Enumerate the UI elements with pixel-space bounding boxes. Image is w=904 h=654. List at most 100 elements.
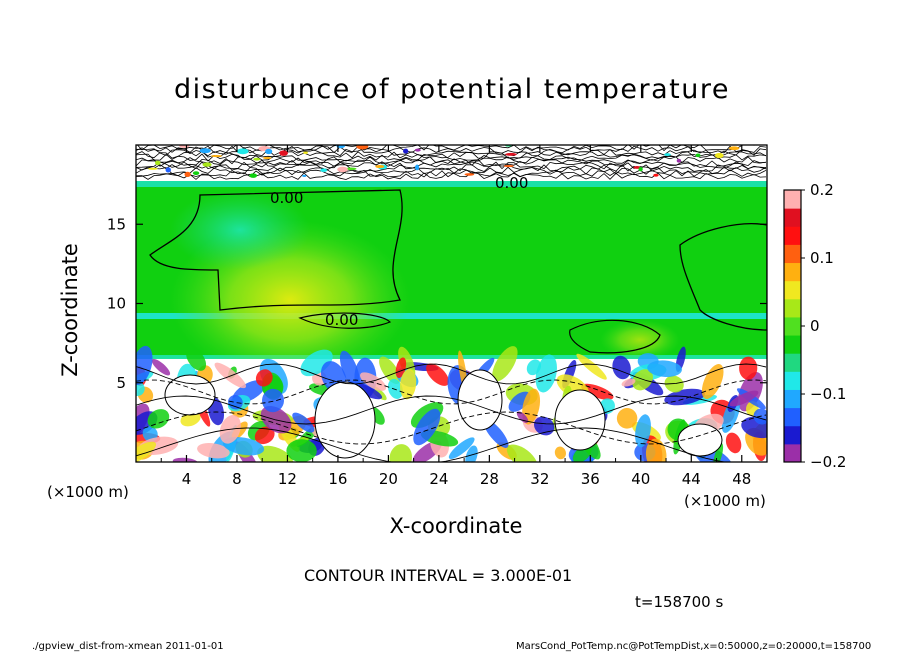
turbulent-cell	[136, 381, 145, 397]
x-tick-label: 28	[480, 470, 499, 488]
colorbar-swatch	[784, 335, 801, 354]
x-tick-label: 24	[429, 470, 448, 488]
turbulent-cell	[286, 439, 317, 462]
x-unit-right: (×1000 m)	[684, 492, 766, 510]
noise-contour	[136, 145, 758, 152]
noise-blob	[714, 152, 724, 159]
turbulent-pocket	[677, 423, 723, 457]
turbulent-cell	[254, 426, 275, 445]
noise-blob	[664, 153, 671, 156]
contour-mid-right	[569, 319, 661, 354]
footer-right: MarsCond_PotTemp.nc@PotTempDist,x=0:5000…	[516, 641, 872, 652]
x-tick-label: 20	[379, 470, 398, 488]
turbulent-pocket	[314, 381, 376, 459]
turbulent-contour	[136, 363, 767, 385]
noise-blob	[320, 168, 328, 173]
mid-cyan-strip	[136, 313, 767, 319]
y-axis: 5 10 15	[107, 215, 767, 392]
x-tick-label: 48	[732, 470, 751, 488]
turbulent-cell	[197, 443, 230, 459]
turbulent-cell	[255, 369, 273, 387]
noise-blob	[414, 148, 421, 152]
turbulent-cell	[621, 378, 636, 387]
noise-blob	[210, 154, 223, 158]
noise-contour	[136, 156, 767, 165]
turbulent-cell	[576, 353, 607, 380]
noise-contour	[136, 172, 767, 180]
turbulent-pocket	[164, 374, 216, 416]
x-tick-label: 8	[232, 470, 242, 488]
colorbar-tick-label: −0.1	[810, 385, 846, 403]
turbulent-cell	[533, 416, 555, 436]
colorbar-swatch	[784, 190, 801, 209]
turbulent-cell	[399, 369, 417, 400]
noise-blob	[147, 167, 158, 170]
x-axis-label: X-coordinate	[389, 514, 523, 538]
turbulent-cell	[261, 388, 285, 413]
turbulent-cell	[339, 350, 360, 388]
turbulent-cell	[508, 391, 531, 412]
noise-blob	[155, 160, 161, 166]
turbulent-contour	[136, 395, 767, 425]
turbulent-contour	[136, 427, 728, 462]
turbulent-cell	[516, 411, 529, 424]
noise-contour	[136, 169, 767, 178]
turbulent-cell	[616, 408, 638, 429]
x-tick-label: 32	[530, 470, 549, 488]
turbulent-cell	[214, 362, 247, 389]
turbulent-cell	[395, 357, 407, 378]
noise-contour	[136, 161, 767, 170]
colorbar-tick-label: −0.2	[810, 453, 846, 471]
noise-blob	[253, 157, 261, 161]
noise-blob	[503, 164, 514, 168]
x-axis: 4 8 12 16 20 24 28 32 36 40 44 48	[160, 145, 751, 488]
contour-interval-note: CONTOUR INTERVAL = 3.000E-01	[304, 566, 573, 585]
turbulent-cell	[379, 356, 401, 385]
turbulent-cell	[448, 437, 475, 459]
colorbar-swatch	[784, 280, 801, 300]
noise-blob	[337, 166, 348, 173]
colorbar-swatch	[784, 371, 801, 390]
turbulent-cell	[413, 408, 441, 446]
x-tick-label: 16	[328, 470, 347, 488]
noise-blob	[728, 146, 740, 151]
x-tick-label: 12	[278, 470, 297, 488]
noise-blob	[165, 167, 171, 173]
turbulent-cell	[739, 356, 758, 380]
turbulent-cell	[664, 375, 684, 393]
contour-label: 0.00	[270, 189, 303, 207]
noise-blob	[695, 153, 701, 158]
turbulent-cell	[257, 445, 294, 462]
noise-blob	[236, 148, 249, 155]
noise-blob	[192, 171, 200, 176]
noise-blob	[184, 171, 191, 177]
footer-left: ./gpview_dist-from-xmean 2011-01-01	[32, 641, 224, 652]
turbulent-cell	[753, 408, 767, 425]
cool-anomaly	[170, 190, 310, 270]
turbulent-cell	[147, 409, 170, 429]
noise-blob	[638, 166, 643, 172]
turbulent-cell	[635, 414, 651, 448]
x-unit-left: (×1000 m)	[47, 483, 129, 501]
noise-blob	[265, 148, 273, 155]
noise-blob	[202, 162, 212, 167]
noise-blob	[249, 173, 258, 178]
colorbar-swatch	[784, 262, 801, 282]
turbulent-cell	[725, 432, 742, 454]
contour-upper-left	[149, 189, 403, 311]
turbulent-cell	[647, 360, 682, 377]
turbulent-cell	[136, 441, 157, 462]
turbulent-cell	[292, 412, 315, 433]
x-tick-label: 36	[581, 470, 600, 488]
noise-blob	[345, 167, 357, 171]
y-tick-label: 5	[116, 374, 126, 392]
noise-blob	[505, 152, 517, 156]
turbulent-cell	[186, 347, 207, 371]
contour-label: 0.00	[325, 311, 358, 329]
turbulent-cell	[701, 363, 724, 400]
turbulent-cell	[632, 369, 653, 391]
noise-blob	[279, 150, 288, 156]
turbulent-cell	[387, 378, 403, 399]
colorbar-tick-label: 0.1	[810, 249, 834, 267]
